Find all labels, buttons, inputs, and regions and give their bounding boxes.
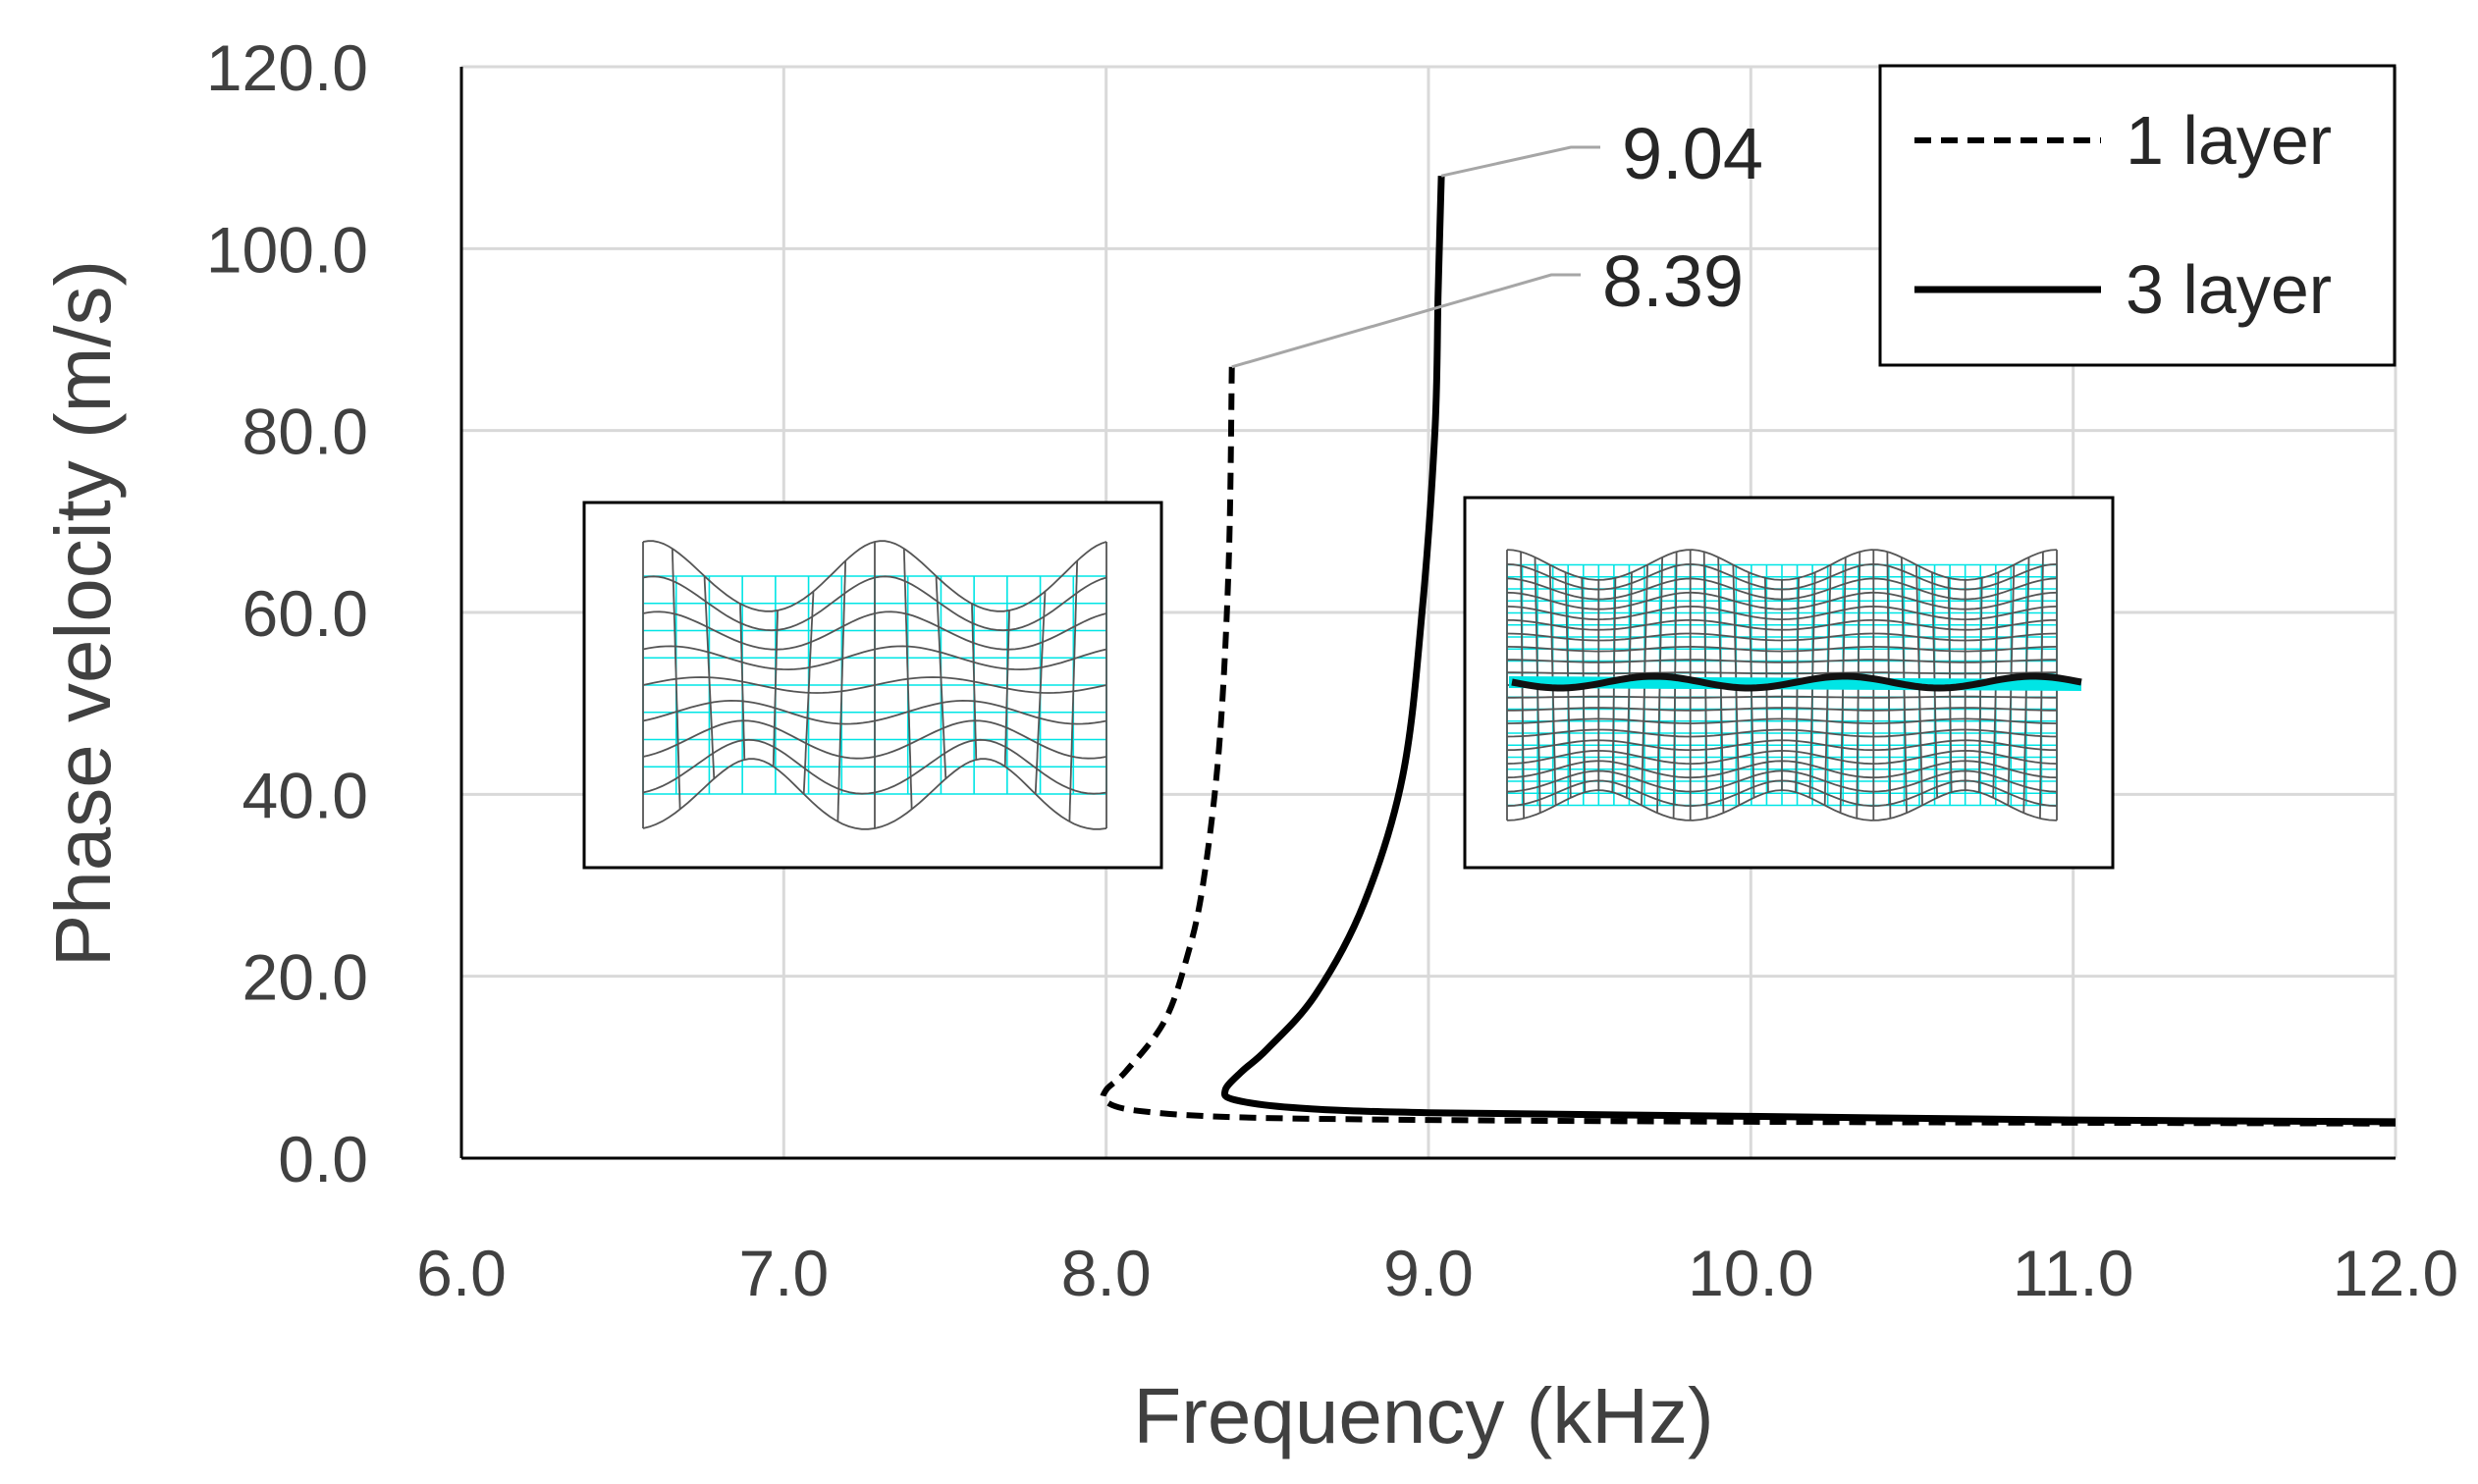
y-axis-title: Phase velocity (m/s) xyxy=(39,260,127,967)
annotation-leader xyxy=(1440,145,1600,178)
legend-label-1-layer: 1 layer xyxy=(2126,102,2332,179)
mesh-def-line xyxy=(971,604,978,761)
x-tick-label: 10.0 xyxy=(1688,1237,1813,1309)
x-tick-label: 6.0 xyxy=(416,1237,507,1309)
series-line-1-layer xyxy=(1100,366,2397,1127)
mesh-def-line xyxy=(935,575,947,779)
mesh-def-line xyxy=(802,591,815,795)
inset-core-layer xyxy=(1511,672,2082,692)
x-tick-label: 8.0 xyxy=(1061,1237,1152,1309)
mesh-def-line xyxy=(671,548,681,810)
y-tick-label: 120.0 xyxy=(206,31,368,104)
mesh-def-line xyxy=(1003,610,1010,767)
annotation-label: 9.04 xyxy=(1622,113,1763,194)
y-tick-label: 80.0 xyxy=(242,396,368,468)
annotations: 9.04 8.39 xyxy=(1231,113,1763,369)
legend-label-3-layer: 3 layer xyxy=(2126,251,2332,328)
legend-box xyxy=(1878,64,2397,367)
y-tick-label: 60.0 xyxy=(242,577,368,650)
annotation-label: 8.39 xyxy=(1602,240,1744,322)
y-tick-label: 100.0 xyxy=(206,213,368,286)
y-tick-label: 20.0 xyxy=(242,941,368,1014)
mesh-def-line xyxy=(1068,560,1079,822)
mesh-def-line xyxy=(836,560,847,822)
x-tick-label: 7.0 xyxy=(738,1237,829,1309)
legend: 1 layer 3 layer xyxy=(1878,64,2397,367)
mesh-def-line xyxy=(902,548,913,810)
x-tick-label: 11.0 xyxy=(2013,1237,2134,1309)
x-tick-label: 12.0 xyxy=(2333,1237,2458,1309)
mesh-def-line xyxy=(1034,591,1047,795)
x-tick-label: 9.0 xyxy=(1383,1237,1474,1309)
mode-shape-1-layer xyxy=(642,540,1107,830)
y-tick-label: 0.0 xyxy=(278,1123,368,1195)
mesh-def-line xyxy=(772,610,779,767)
mesh-def-line xyxy=(739,604,746,761)
axes xyxy=(459,67,2396,1160)
series xyxy=(1100,176,2397,1127)
series-line-3-layer xyxy=(1220,176,2397,1126)
tick-labels: 6.0 7.0 8.0 9.0 10.0 11.0 12.0 0.0 20.0 40.0 60.0 8… xyxy=(206,31,2458,1309)
mesh-def-line xyxy=(703,575,716,779)
annotation-leader xyxy=(1231,273,1581,369)
insets xyxy=(582,496,2115,870)
x-axis-title: Frequency (kHz) xyxy=(1133,1372,1713,1459)
y-tick-label: 40.0 xyxy=(242,759,368,831)
